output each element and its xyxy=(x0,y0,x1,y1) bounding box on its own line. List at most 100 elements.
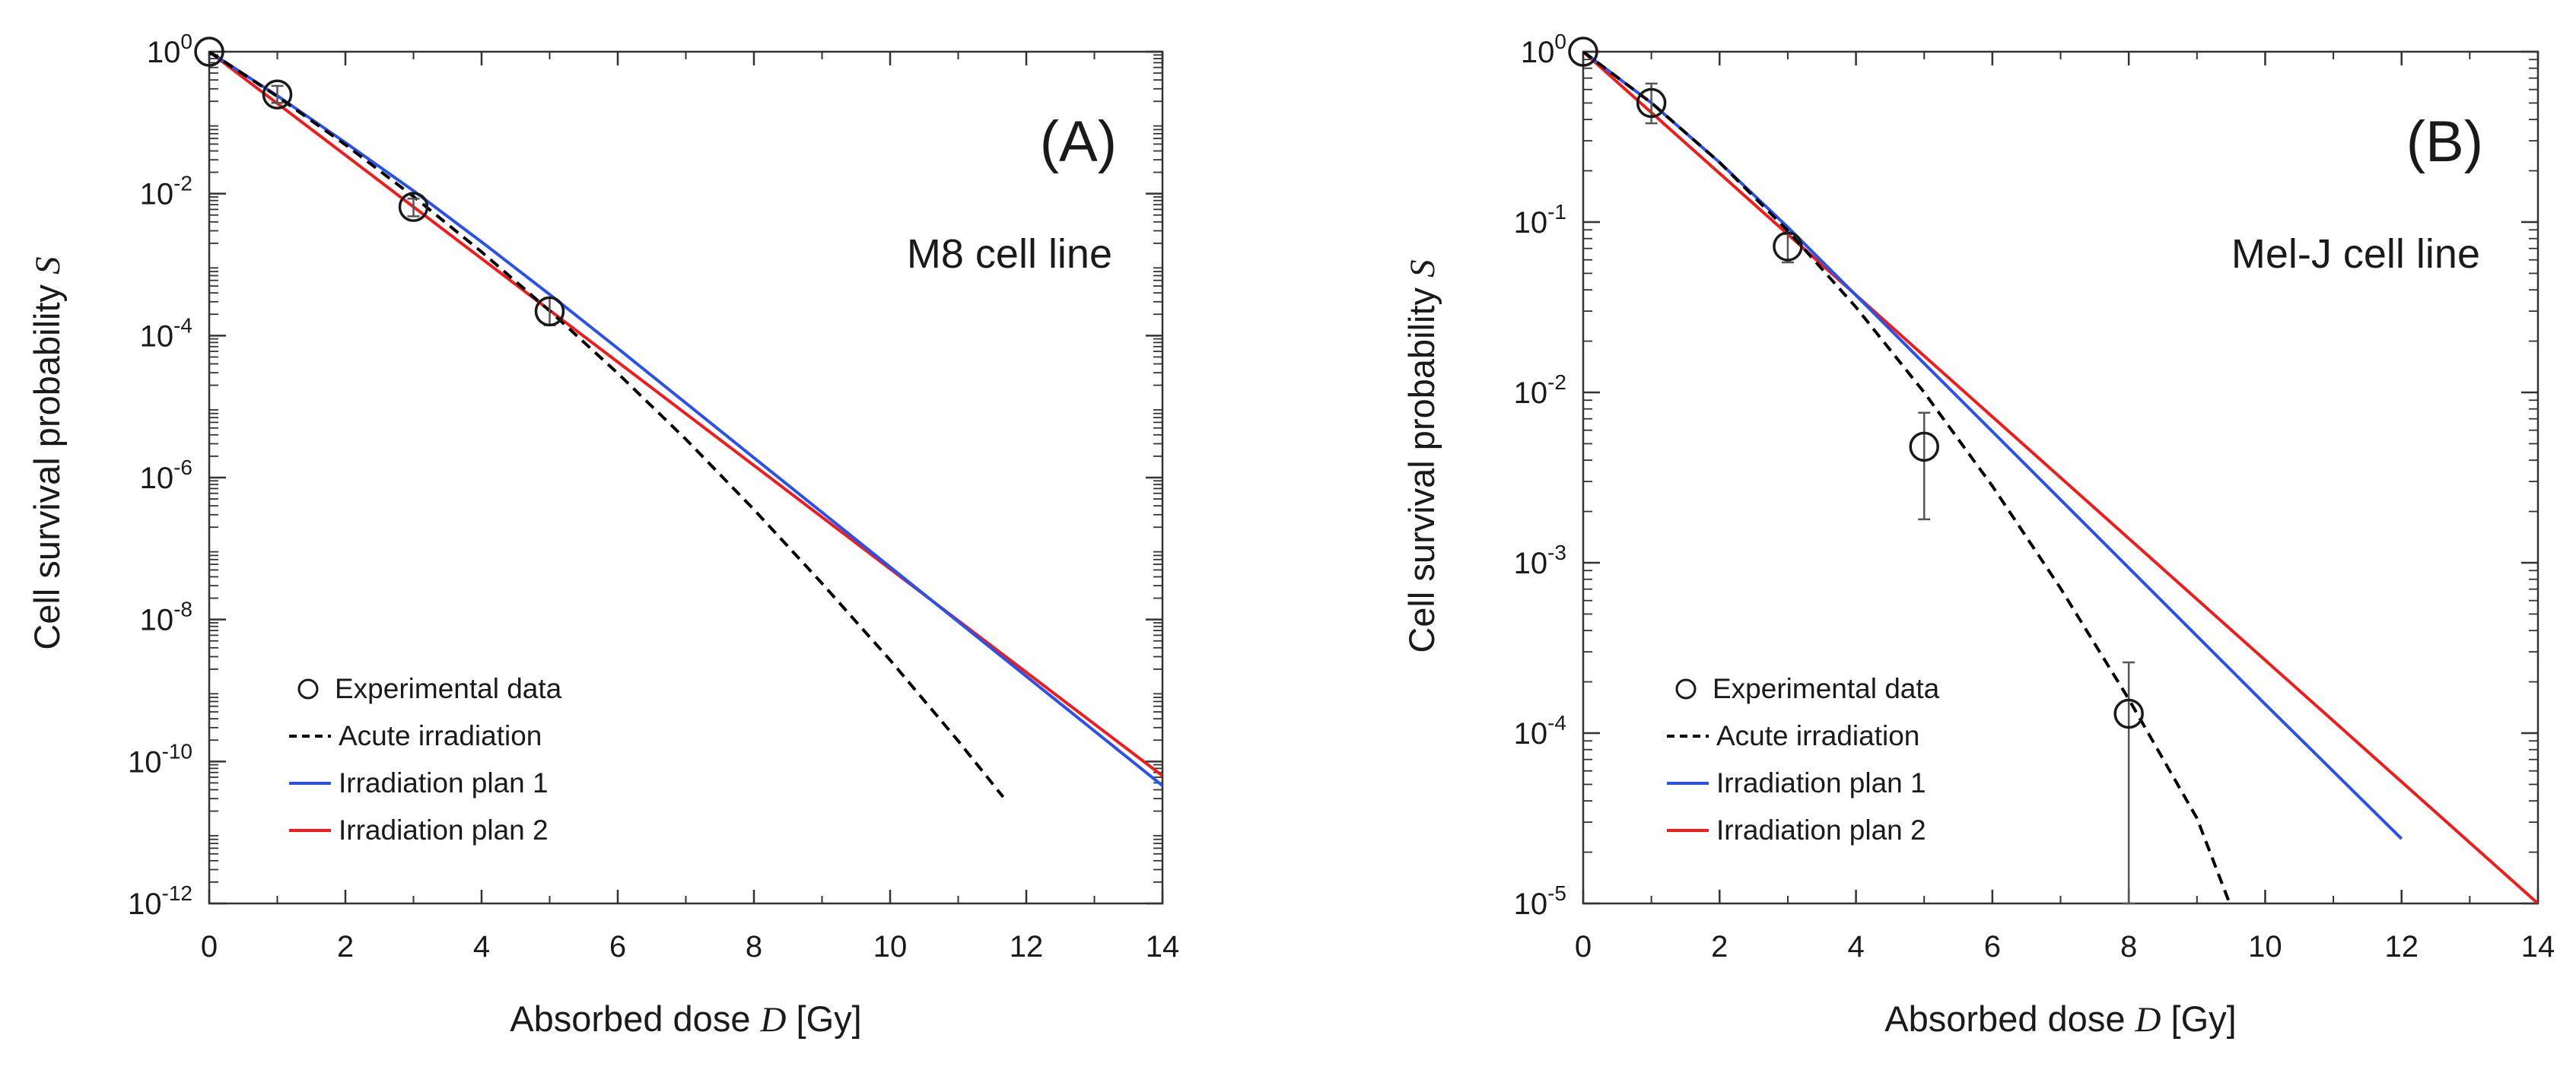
x-axis-label-part: Absorbed dose xyxy=(510,999,760,1039)
x-axis-label-part: Absorbed dose xyxy=(1884,999,2135,1039)
y-tick-exponent: 0 xyxy=(180,30,192,53)
x-tick-label: 10 xyxy=(873,930,908,964)
x-tick-label: 4 xyxy=(1847,930,1864,964)
y-tick-base: 10 xyxy=(1514,887,1548,921)
legend-label: Irradiation plan 2 xyxy=(1716,814,1926,846)
y-tick-base: 10 xyxy=(140,604,174,637)
y-tick-exponent: -2 xyxy=(173,172,192,195)
x-tick-label: 14 xyxy=(2521,930,2555,964)
data-point-marker xyxy=(1568,37,1598,67)
x-tick-label: 14 xyxy=(1146,930,1180,964)
series-group xyxy=(209,52,1162,799)
y-tick-label: 10-8 xyxy=(140,598,192,637)
y-axis-label: Cell survival probability S xyxy=(1401,259,1442,652)
series-line-irradiation-plan-1 xyxy=(1583,52,2403,840)
data-point-marker xyxy=(534,296,565,327)
legend-marker-experimental xyxy=(297,678,319,700)
y-tick-label: 10-2 xyxy=(1514,370,1566,410)
panel-a: 0 2 4 6 8 10 12 1410010-210-410-610-810-1010-12… xyxy=(27,30,1179,1040)
cell-line-label: Mel-J cell line xyxy=(2231,231,2480,277)
y-tick-exponent: -2 xyxy=(1547,370,1566,394)
y-tick-exponent: -3 xyxy=(1547,541,1566,564)
series-line-irradiation-plan-2 xyxy=(1583,52,2538,903)
y-tick-base: 10 xyxy=(140,319,174,353)
y-tick-base: 10 xyxy=(140,178,174,211)
x-tick-label: 6 xyxy=(609,930,626,964)
data-point-marker xyxy=(1773,231,1803,262)
legend-label: Irradiation plan 2 xyxy=(339,814,549,846)
y-tick-base: 10 xyxy=(128,745,162,779)
y-tick-label: 10-10 xyxy=(128,739,192,779)
x-tick-label: 2 xyxy=(337,930,354,964)
legend-marker-experimental xyxy=(1675,678,1697,700)
x-axis-label-part: [Gy] xyxy=(786,999,861,1039)
y-tick-base: 10 xyxy=(128,887,162,921)
panel-label: (B) xyxy=(2406,110,2483,174)
y-axis-label-part: Cell survival probability xyxy=(27,275,67,650)
y-axis-variable: S xyxy=(1403,259,1442,278)
y-axis-variable: S xyxy=(28,256,68,275)
y-tick-label: 10-5 xyxy=(1514,881,1566,921)
x-tick-label: 2 xyxy=(1711,930,1728,964)
x-axis-label: Absorbed dose D [Gy] xyxy=(1884,999,2236,1040)
y-tick-base: 10 xyxy=(147,36,181,69)
y-tick-base: 10 xyxy=(1514,547,1548,580)
x-tick-label: 8 xyxy=(746,930,762,964)
data-point-marker xyxy=(2113,698,2144,729)
series-line-acute-irradiation xyxy=(1583,52,2231,903)
y-tick-label: 100 xyxy=(147,30,192,69)
legend: Experimental data Acute irradiation Irradi… xyxy=(1667,673,1940,846)
y-tick-label: 10-1 xyxy=(1514,200,1566,240)
x-tick-label: 10 xyxy=(2248,930,2282,964)
x-tick-label: 0 xyxy=(201,930,218,964)
series-line-irradiation-plan-2 xyxy=(209,52,1162,777)
x-tick-label: 0 xyxy=(1575,930,1592,964)
y-axis-label: Cell survival probability S xyxy=(27,256,68,649)
y-tick-exponent: 0 xyxy=(1554,30,1566,53)
x-tick-label: 12 xyxy=(2384,930,2419,964)
legend-label: Acute irradiation xyxy=(339,720,542,751)
y-tick-label: 10-3 xyxy=(1514,541,1566,580)
legend-label: Irradiation plan 1 xyxy=(339,767,549,799)
y-tick-label: 10-6 xyxy=(140,456,192,495)
y-axis-label-part: Cell survival probability xyxy=(1401,278,1442,653)
cell-line-label: M8 cell line xyxy=(907,231,1112,277)
data-point-marker xyxy=(194,37,224,67)
data-point-marker xyxy=(1636,87,1667,119)
y-tick-exponent: -10 xyxy=(162,739,192,763)
legend-label: Acute irradiation xyxy=(1716,720,1919,751)
panel-b: 0 2 4 6 8 10 12 1410010-110-210-310-410-5Absorb… xyxy=(1401,30,2555,1040)
data-point-marker xyxy=(1909,431,1939,462)
x-axis-label: Absorbed dose D [Gy] xyxy=(510,999,861,1040)
x-tick-label: 6 xyxy=(1984,930,2001,964)
y-tick-base: 10 xyxy=(1514,717,1548,751)
y-tick-label: 100 xyxy=(1521,30,1566,69)
series-group xyxy=(1583,52,2538,903)
y-tick-base: 10 xyxy=(1521,36,1555,69)
x-axis-variable: D xyxy=(2135,1000,2161,1040)
y-tick-exponent: -12 xyxy=(162,881,192,905)
y-tick-exponent: -6 xyxy=(173,456,192,479)
y-tick-base: 10 xyxy=(1514,206,1548,240)
y-tick-label: 10-12 xyxy=(128,881,192,921)
legend-label: Experimental data xyxy=(335,673,562,704)
y-tick-label: 10-4 xyxy=(140,313,192,353)
y-tick-base: 10 xyxy=(140,462,174,495)
y-tick-label: 10-2 xyxy=(140,172,192,211)
legend-label: Irradiation plan 1 xyxy=(1716,767,1926,799)
y-tick-exponent: -5 xyxy=(1547,881,1566,905)
y-tick-exponent: -1 xyxy=(1547,200,1566,224)
legend-label: Experimental data xyxy=(1713,673,1940,704)
x-axis-variable: D xyxy=(760,1000,787,1040)
y-tick-exponent: -4 xyxy=(1547,711,1566,735)
legend: Experimental data Acute irradiation Irradi… xyxy=(289,673,562,846)
data-point-marker xyxy=(262,79,293,110)
x-tick-label: 8 xyxy=(2120,930,2137,964)
series-line-irradiation-plan-1 xyxy=(209,52,1162,787)
y-tick-exponent: -8 xyxy=(173,598,192,621)
y-tick-base: 10 xyxy=(1514,376,1548,410)
y-tick-label: 10-4 xyxy=(1514,711,1566,751)
x-tick-label: 12 xyxy=(1010,930,1044,964)
x-tick-label: 4 xyxy=(473,930,490,964)
